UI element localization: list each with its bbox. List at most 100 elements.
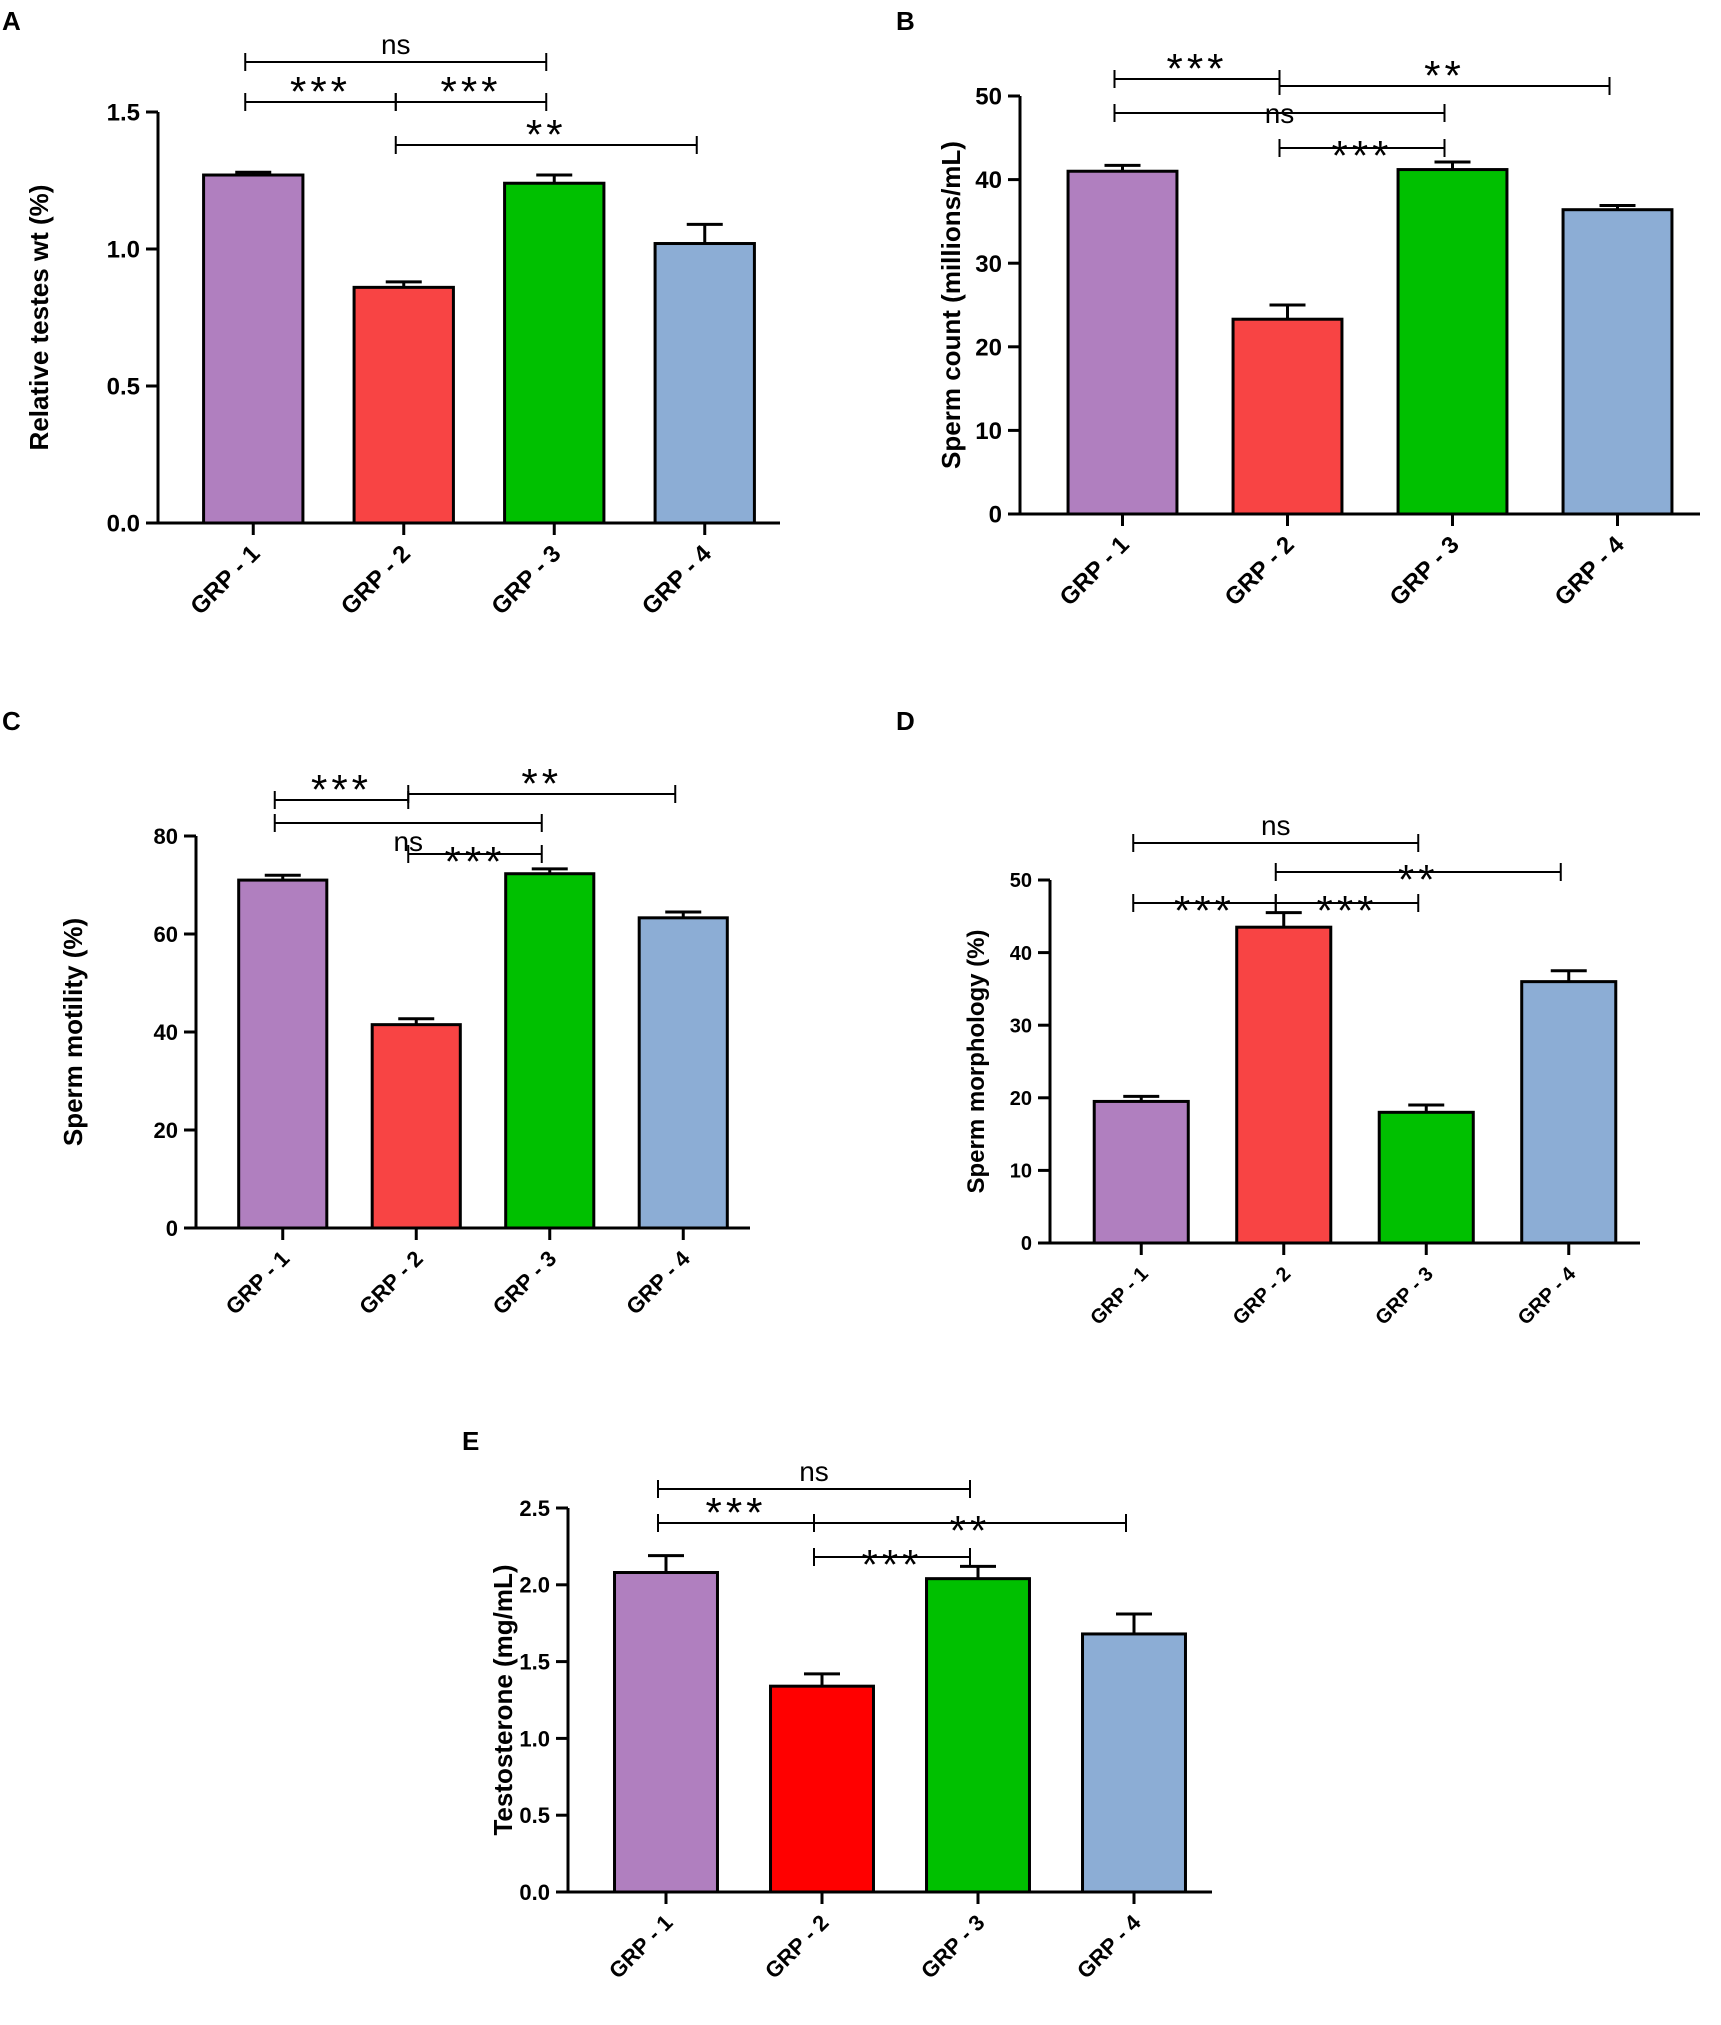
y-axis-label: Relative testes wt (%) <box>24 185 54 451</box>
panel-letter: A <box>2 6 21 36</box>
y-tick-label: 60 <box>154 922 178 947</box>
y-tick-label: 30 <box>975 251 1002 278</box>
bar-2 <box>1235 925 1333 1245</box>
y-tick-label: 2.0 <box>519 1573 550 1598</box>
significance-label: *** <box>290 68 351 115</box>
bar-1 <box>1066 169 1179 516</box>
x-tick-label: GRP - 4 <box>1072 1909 1146 1983</box>
bar-1 <box>202 173 305 525</box>
chart-a: 0.0 0.5 1.0 1.5 Relative testes wt (%) GRP - … <box>24 29 780 621</box>
panel-c: C 0 20 40 60 80 Sperm motility (%) GRP - 1 GRP … <box>0 700 860 1370</box>
bar-2 <box>1231 317 1344 516</box>
x-tick-label: GRP - 4 <box>1550 531 1631 612</box>
significance-label: ** <box>521 760 562 807</box>
y-axis-label: Sperm count (millions/mL) <box>936 141 966 469</box>
panel-letter: B <box>896 6 915 36</box>
panel-d: D 0 10 20 30 40 50 Sperm morphology (%) GRP - 1… <box>860 700 1721 1370</box>
y-tick-label: 1.0 <box>519 1726 550 1751</box>
x-tick-label: GRP - 4 <box>621 1245 695 1319</box>
bar-1 <box>613 1571 719 1894</box>
x-tick-label: GRP - 1 <box>604 1910 678 1984</box>
significance-label: *** <box>1331 132 1392 179</box>
significance-label: *** <box>1316 887 1377 934</box>
y-tick-label: 40 <box>1010 943 1032 965</box>
bar-4 <box>1561 208 1674 516</box>
y-tick-label: 20 <box>154 1118 178 1143</box>
significance-label: *** <box>444 838 505 885</box>
y-tick-label: 20 <box>975 334 1002 361</box>
y-tick-label: 40 <box>975 167 1002 194</box>
significance-label: *** <box>1166 45 1227 92</box>
bar-2 <box>769 1684 875 1894</box>
y-tick-label: 0.5 <box>519 1803 550 1828</box>
y-tick-label: 50 <box>975 84 1002 111</box>
bar-3 <box>1396 168 1509 516</box>
y-axis-label: Sperm morphology (%) <box>963 929 990 1193</box>
x-tick-label: GRP - 4 <box>1514 1262 1581 1329</box>
y-tick-label: 0 <box>1021 1233 1032 1255</box>
bar-4 <box>637 916 729 1230</box>
bar-3 <box>503 181 606 525</box>
y-tick-label: 0.0 <box>519 1880 550 1905</box>
y-tick-label: 2.5 <box>519 1496 550 1521</box>
y-axis-label: Sperm motility (%) <box>58 918 88 1146</box>
bar-2 <box>352 285 455 525</box>
panel-letter: C <box>2 706 21 736</box>
bar-3 <box>1377 1110 1475 1245</box>
x-tick-label: GRP - 2 <box>354 1246 428 1320</box>
x-tick-label: GRP - 1 <box>185 540 265 620</box>
x-tick-label: GRP - 3 <box>1385 531 1465 611</box>
significance-label: ** <box>526 111 567 158</box>
x-tick-label: GRP - 2 <box>760 1910 834 1984</box>
y-tick-label: 80 <box>154 824 178 849</box>
y-tick-label: 10 <box>1010 1161 1032 1183</box>
panel-a: A 0.0 0.5 1.0 1.5 Relative testes wt (%) GRP … <box>0 0 860 660</box>
significance-label: ns <box>1261 810 1291 841</box>
significance-label: *** <box>1174 887 1235 934</box>
significance-label: ns <box>799 1456 829 1487</box>
significance-label: ** <box>1398 856 1439 903</box>
y-tick-label: 0 <box>166 1216 178 1241</box>
bar-1 <box>237 878 329 1230</box>
x-tick-label: GRP - 3 <box>486 540 566 620</box>
y-tick-label: 10 <box>975 418 1002 445</box>
bar-4 <box>653 242 756 525</box>
panel-e: E 0.0 0.5 1.0 1.5 2.0 2.5 Testosterone (mg/mL)… <box>430 1410 1290 2025</box>
y-tick-label: 0 <box>989 502 1002 529</box>
chart-b: 0 10 20 30 40 50 Sperm count (millions/mL) GRP … <box>936 45 1700 612</box>
chart-d: 0 10 20 30 40 50 Sperm morphology (%) GRP - 1 GR… <box>963 810 1640 1329</box>
significance-label: *** <box>705 1489 766 1536</box>
chart-e: 0.0 0.5 1.0 1.5 2.0 2.5 Testosterone (mg/mL) GR… <box>488 1456 1212 1984</box>
x-tick-label: GRP - 3 <box>916 1910 990 1984</box>
significance-label: *** <box>311 766 372 813</box>
x-tick-label: GRP - 3 <box>1371 1263 1437 1329</box>
significance-label: *** <box>861 1541 922 1588</box>
x-tick-label: GRP - 4 <box>637 540 718 621</box>
y-tick-label: 50 <box>1010 870 1032 892</box>
y-tick-label: 20 <box>1010 1088 1032 1110</box>
panel-letter: D <box>896 706 915 736</box>
significance-label: ns <box>1265 98 1295 129</box>
y-tick-label: 1.5 <box>107 100 140 127</box>
y-tick-label: 1.5 <box>519 1650 550 1675</box>
significance-label: ** <box>950 1507 991 1554</box>
bar-4 <box>1081 1632 1187 1894</box>
bar-1 <box>1092 1099 1190 1245</box>
x-tick-label: GRP - 2 <box>1229 1263 1295 1329</box>
panel-b: B 0 10 20 30 40 50 Sperm count (millions/mL) GR… <box>860 0 1721 660</box>
x-tick-label: GRP - 1 <box>1055 531 1135 611</box>
significance-label: ns <box>381 29 411 60</box>
y-tick-label: 1.0 <box>107 237 140 264</box>
panel-letter: E <box>462 1426 480 1456</box>
bar-2 <box>370 1023 462 1230</box>
x-tick-label: GRP - 2 <box>336 540 416 620</box>
x-tick-label: GRP - 1 <box>221 1246 295 1320</box>
y-tick-label: 30 <box>1010 1015 1032 1037</box>
x-tick-label: GRP - 2 <box>1220 531 1300 611</box>
y-tick-label: 40 <box>154 1020 178 1045</box>
y-axis-label: Testosterone (mg/mL) <box>488 1564 518 1835</box>
significance-label: *** <box>440 68 501 115</box>
y-tick-label: 0.5 <box>107 374 140 401</box>
x-tick-label: GRP - 1 <box>1086 1263 1152 1329</box>
significance-label: ** <box>1424 52 1465 99</box>
